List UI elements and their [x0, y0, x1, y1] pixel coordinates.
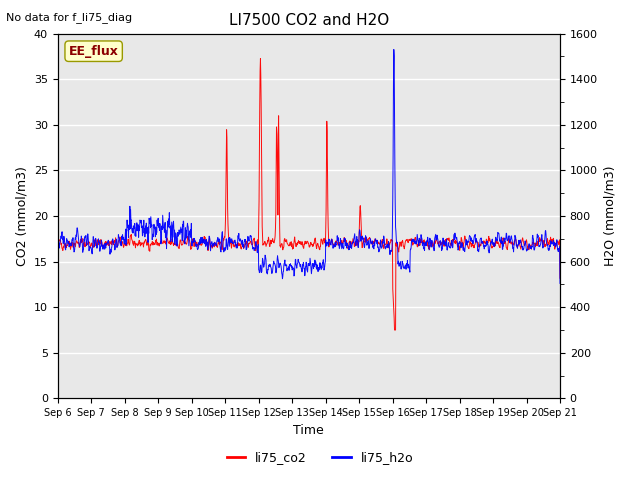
Legend: li75_co2, li75_h2o: li75_co2, li75_h2o: [221, 446, 419, 469]
Text: No data for f_li75_diag: No data for f_li75_diag: [6, 12, 132, 23]
X-axis label: Time: Time: [293, 424, 324, 437]
Y-axis label: H2O (mmol/m3): H2O (mmol/m3): [604, 166, 616, 266]
Title: LI7500 CO2 and H2O: LI7500 CO2 and H2O: [228, 13, 389, 28]
Text: EE_flux: EE_flux: [68, 45, 118, 58]
Y-axis label: CO2 (mmol/m3): CO2 (mmol/m3): [15, 166, 28, 266]
